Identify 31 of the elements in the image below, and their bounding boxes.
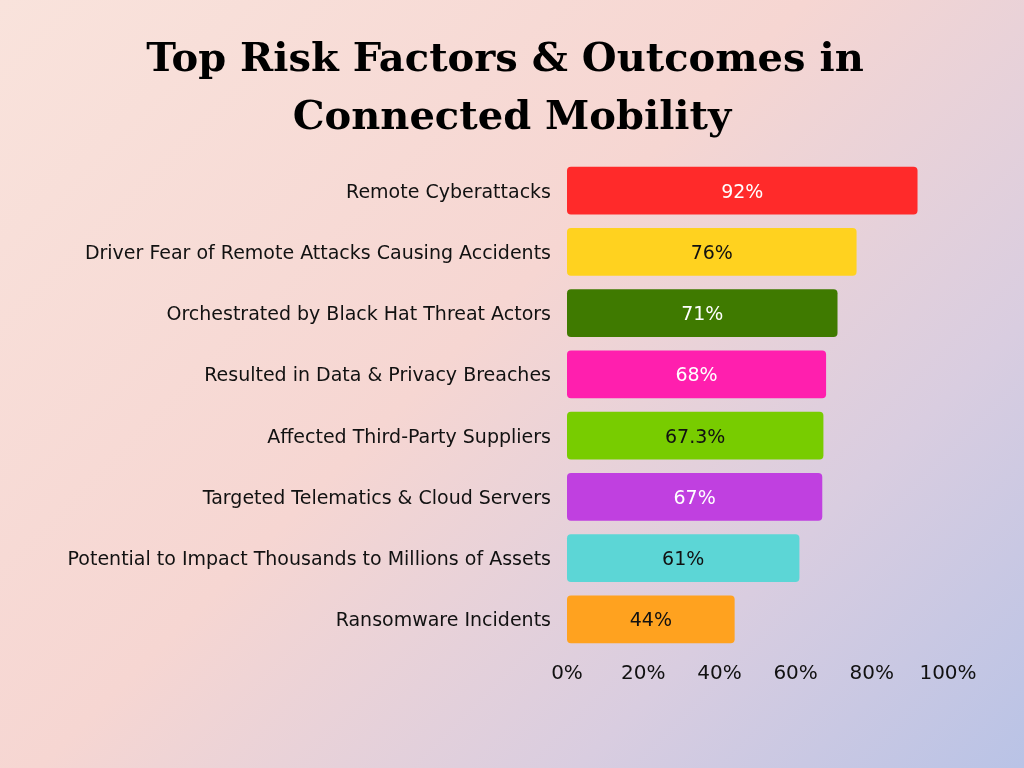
x-tick-label: 100% (919, 660, 977, 684)
y-tick-label: Orchestrated by Black Hat Threat Actors (166, 302, 551, 325)
bar (567, 411, 824, 460)
bar (567, 472, 823, 521)
x-tick-label: 40% (697, 660, 742, 684)
data-label: 71% (681, 302, 724, 325)
bar (567, 227, 857, 276)
bar (567, 350, 827, 399)
data-label: 76% (690, 240, 733, 263)
y-tick-label: Affected Third-Party Suppliers (267, 424, 551, 447)
bar (567, 289, 838, 338)
data-label: 61% (662, 547, 705, 570)
bar (567, 595, 735, 644)
x-tick-label: 0% (551, 660, 583, 684)
data-label: 67.3% (665, 424, 726, 447)
bar (567, 166, 918, 215)
y-tick-label: Remote Cyberattacks (346, 179, 551, 202)
data-label: 67% (673, 485, 716, 508)
data-label: 68% (675, 363, 718, 386)
y-tick-label: Targeted Telematics & Cloud Servers (201, 485, 551, 508)
chart-title: Top Risk Factors & Outcomes in Connected Mobility (146, 32, 878, 138)
y-tick-label: Resulted in Data & Privacy Breaches (204, 363, 551, 386)
data-label: 44% (629, 608, 672, 631)
y-tick-label: Ransomware Incidents (335, 608, 551, 631)
y-tick-label: Driver Fear of Remote Attacks Causing Accidents (84, 240, 551, 263)
bar (567, 534, 800, 583)
y-tick-label: Potential to Impact Thousands to Millions of Assets (67, 547, 551, 570)
x-tick-label: 80% (849, 660, 895, 684)
x-tick-label: 20% (620, 660, 666, 684)
x-tick-label: 60% (773, 660, 818, 684)
data-label: 92% (721, 179, 764, 202)
